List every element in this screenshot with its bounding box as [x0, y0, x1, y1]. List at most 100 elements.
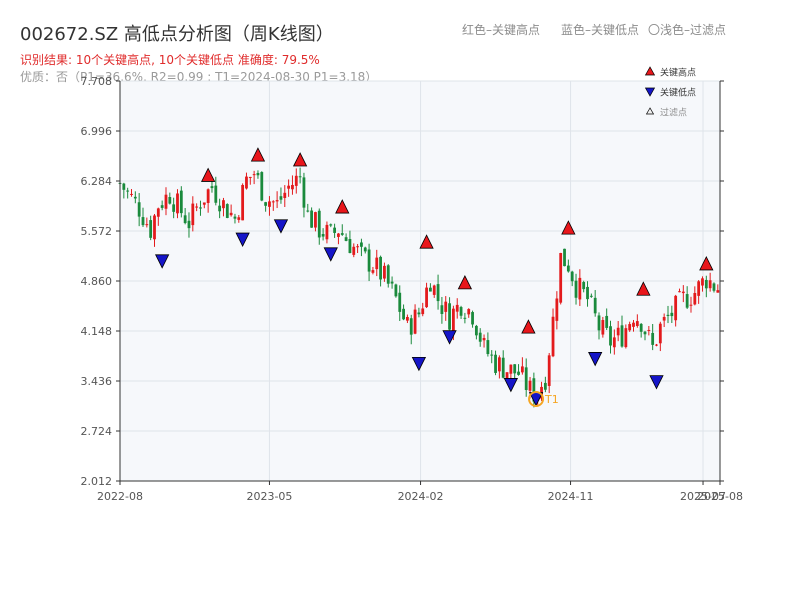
- candle-body: [402, 308, 405, 320]
- candle-body: [179, 190, 183, 214]
- candle-body: [601, 320, 605, 335]
- candle-body: [616, 327, 620, 336]
- candle-body: [666, 314, 670, 316]
- candle-body: [340, 233, 344, 235]
- candle-body: [563, 248, 566, 267]
- candle-body: [589, 295, 593, 297]
- candle-body: [187, 220, 191, 229]
- candle-body: [543, 382, 547, 390]
- candle-body: [486, 340, 490, 355]
- candle-body: [229, 212, 233, 216]
- candle-body: [291, 184, 294, 190]
- candle-body: [133, 196, 137, 199]
- candle-body: [183, 215, 187, 224]
- top-legend-light: 〇浅色–过滤点: [648, 23, 727, 37]
- x-tick-label: 2022-08: [97, 490, 143, 503]
- candle-body: [670, 312, 674, 317]
- candle-body: [517, 371, 520, 375]
- candle-body: [306, 210, 310, 212]
- candle-body: [206, 189, 210, 203]
- t1-label: T1: [544, 393, 559, 406]
- y-tick-label: 4.860: [81, 275, 113, 288]
- candle-body: [214, 185, 218, 203]
- candle-body: [678, 291, 681, 293]
- key-high-marker: [561, 220, 576, 235]
- candle-body: [463, 317, 467, 319]
- key-high-marker: [335, 199, 350, 214]
- candle-body: [685, 294, 689, 308]
- key-high-marker: [292, 152, 308, 167]
- legend-high-label: 关键高点: [660, 67, 696, 79]
- candle-body: [704, 279, 708, 289]
- candle-body: [570, 271, 574, 282]
- candle-body: [712, 283, 716, 291]
- candle-body: [367, 249, 371, 272]
- candle-body: [153, 215, 156, 240]
- key-low-marker: [442, 330, 457, 345]
- candle-body: [375, 257, 379, 270]
- key-low-marker: [411, 356, 427, 372]
- candle-body: [317, 210, 321, 238]
- candle-body: [333, 227, 336, 233]
- candle-body: [566, 265, 570, 272]
- candle-body: [624, 328, 628, 348]
- candle-body: [655, 344, 658, 346]
- legend-low-label: 关键低点: [660, 87, 696, 99]
- key-high-marker: [200, 167, 216, 182]
- candle-body: [268, 201, 271, 207]
- candle-body: [126, 190, 130, 192]
- candle-body: [513, 364, 517, 374]
- y-tick-label: 2.012: [81, 475, 113, 488]
- candle-body: [409, 318, 413, 335]
- candle-body: [451, 308, 455, 331]
- candle-body: [471, 312, 474, 325]
- candle-body: [283, 192, 287, 199]
- candle-body: [241, 184, 245, 221]
- candle-body: [352, 246, 356, 255]
- candle-body: [689, 304, 693, 306]
- candle-body: [348, 239, 352, 254]
- candle-body: [632, 322, 635, 327]
- candle-body: [310, 210, 314, 228]
- candle-body: [130, 193, 133, 195]
- candle-body: [555, 298, 559, 321]
- candle-body: [509, 364, 513, 374]
- candle-body: [202, 202, 206, 205]
- candle-body: [647, 329, 651, 331]
- legend-high-icon: [644, 66, 656, 76]
- candle-body: [524, 367, 528, 390]
- candle-body: [137, 202, 141, 217]
- candle-body: [448, 303, 451, 330]
- candle-body: [429, 287, 432, 292]
- candle-body: [681, 291, 685, 294]
- key-high-marker: [457, 275, 473, 290]
- candle-body: [149, 220, 153, 238]
- candle-body: [574, 280, 578, 298]
- candle-body: [693, 292, 697, 305]
- candles: [118, 167, 720, 408]
- key-high-marker: [419, 234, 434, 249]
- candle-body: [394, 284, 398, 297]
- candle-body: [156, 208, 160, 217]
- candle-body: [635, 321, 639, 327]
- candle-body: [490, 354, 494, 356]
- candle-body: [651, 332, 655, 345]
- candle-body: [609, 326, 612, 346]
- key-high-marker: [521, 319, 536, 334]
- candle-body: [237, 217, 241, 220]
- candle-body: [287, 185, 291, 189]
- candle-body: [551, 316, 555, 357]
- candle-body: [417, 312, 421, 315]
- legend-low-icon: [644, 87, 656, 97]
- candle-body: [329, 224, 333, 226]
- candle-body: [321, 234, 325, 237]
- legend-filtered-label: 过滤点: [660, 107, 687, 119]
- candle-body: [459, 307, 463, 316]
- candle-body: [662, 316, 666, 321]
- legend-filtered-icon: [645, 107, 655, 115]
- candle-body: [141, 217, 145, 226]
- key-low-marker: [503, 378, 519, 393]
- candle-body: [386, 265, 390, 284]
- candle-body: [379, 256, 382, 280]
